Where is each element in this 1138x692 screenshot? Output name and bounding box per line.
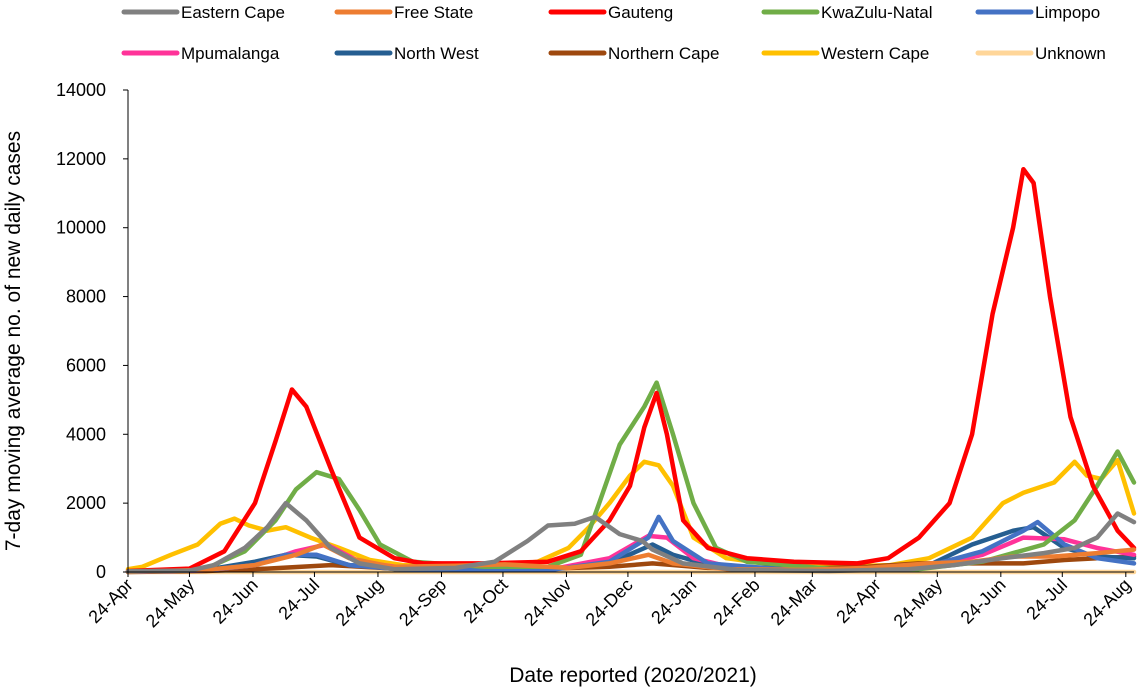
y-tick-label: 8000 (66, 287, 106, 307)
series-line-western-cape (125, 457, 1137, 572)
x-tick-label: 24-May (890, 575, 947, 632)
series-line-gauteng (125, 166, 1137, 574)
x-tick-label: 24-Aug (332, 575, 387, 630)
legend-label-northern-cape: Northern Cape (608, 44, 720, 63)
x-tick-label: 24-Jun (209, 575, 262, 628)
series-line-mpumalanga (125, 533, 1137, 575)
y-tick-label: 4000 (66, 424, 106, 444)
x-tick-label: 24-Apr (832, 575, 884, 627)
legend-label-eastern-cape: Eastern Cape (181, 3, 285, 22)
series-lines (125, 166, 1137, 575)
x-axis-ticks: 24-Apr 24-May 24-Jun 24-Jul 24-Aug 24-Sep 24-O… (84, 572, 1135, 632)
chart-legend: Eastern Cape Free State Gauteng KwaZulu-Nat… (121, 3, 1106, 63)
x-tick-label: 24-Sep (395, 575, 450, 630)
y-axis-ticks: 0 2000 4000 6000 8000 10000 12000 14000 (56, 80, 128, 582)
legend-label-kwazulu-natal: KwaZulu-Natal (821, 3, 933, 22)
legend-label-western-cape: Western Cape (821, 44, 929, 63)
chart-axes (127, 90, 1134, 573)
x-tick-label: 24-Jul (1022, 575, 1071, 624)
y-tick-label: 14000 (56, 80, 106, 100)
legend-label-limpopo: Limpopo (1035, 3, 1100, 22)
x-tick-label: 24-Jan (647, 575, 700, 628)
x-tick-label: 24-Feb (709, 575, 763, 629)
x-tick-label: 24-Jun (957, 575, 1010, 628)
x-tick-label: 24-Mar (767, 575, 821, 629)
y-axis-title: 7-day moving average no. of new daily ca… (2, 131, 25, 551)
y-tick-label: 2000 (66, 493, 106, 513)
y-tick-label: 12000 (56, 149, 106, 169)
y-tick-label: 0 (96, 562, 106, 582)
x-tick-label: 24-Dec (582, 575, 637, 630)
legend-label-north-west: North West (394, 44, 479, 63)
x-tick-label: 24-Aug (1079, 575, 1134, 630)
legend-label-gauteng: Gauteng (608, 3, 673, 22)
legend-label-mpumalanga: Mpumalanga (181, 44, 280, 63)
legend-label-free-state: Free State (394, 3, 473, 22)
legend-label-unknown: Unknown (1035, 44, 1106, 63)
x-tick-label: 24-Apr (84, 575, 136, 627)
series-line-eastern-cape (125, 500, 1137, 574)
x-axis-title: Date reported (2020/2021) (509, 664, 757, 687)
x-tick-label: 24-May (142, 575, 199, 632)
x-tick-label: 24-Oct (459, 575, 511, 627)
x-tick-label: 24-Nov (520, 575, 575, 630)
y-tick-label: 6000 (66, 355, 106, 375)
y-tick-label: 10000 (56, 218, 106, 238)
x-tick-label: 24-Jul (274, 575, 323, 624)
